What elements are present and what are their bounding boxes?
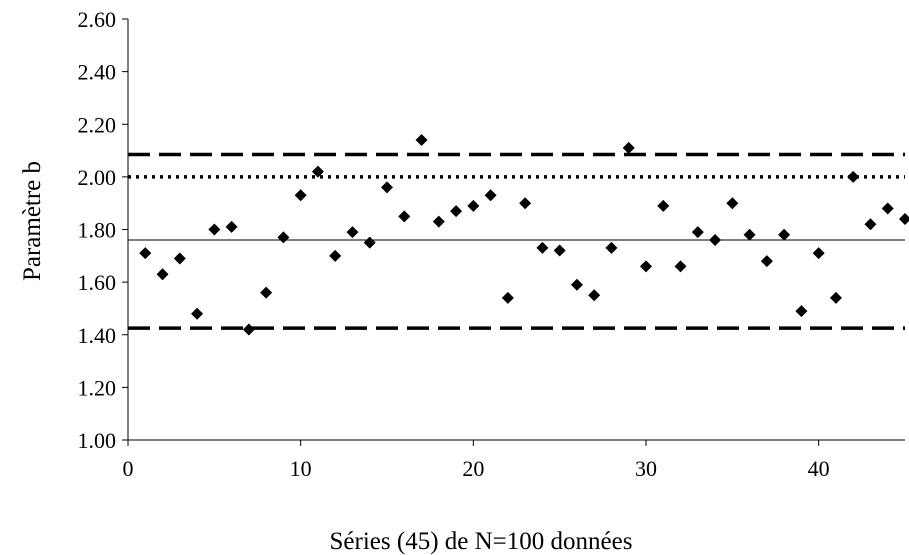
x-tick-label: 40 bbox=[808, 456, 830, 481]
data-point bbox=[605, 241, 618, 254]
data-point bbox=[691, 226, 704, 239]
data-point bbox=[847, 170, 860, 183]
x-tick-label: 20 bbox=[462, 456, 484, 481]
data-point bbox=[829, 291, 842, 304]
y-tick-label: 2.00 bbox=[78, 165, 117, 190]
x-tick-label: 10 bbox=[290, 456, 312, 481]
tick-labels: 1.00 1.20 1.40 1.60 1.80 2.00 2.20 2.40 2.60 0 10 2… bbox=[78, 7, 830, 481]
data-point bbox=[760, 255, 773, 268]
y-tick-label: 1.80 bbox=[78, 218, 117, 243]
data-points bbox=[139, 134, 909, 336]
data-point bbox=[260, 286, 273, 299]
data-point bbox=[432, 215, 445, 228]
data-point bbox=[450, 205, 463, 218]
data-point bbox=[553, 244, 566, 257]
data-point bbox=[899, 212, 909, 225]
data-point bbox=[311, 165, 324, 178]
data-point bbox=[208, 223, 221, 236]
data-point bbox=[156, 268, 169, 281]
data-point bbox=[778, 228, 791, 241]
data-point bbox=[519, 197, 532, 210]
data-point bbox=[588, 289, 601, 302]
data-point bbox=[812, 247, 825, 260]
data-point bbox=[864, 218, 877, 231]
x-tick-label: 0 bbox=[123, 456, 134, 481]
data-point bbox=[726, 197, 739, 210]
data-point bbox=[346, 226, 359, 239]
data-point bbox=[398, 210, 411, 223]
data-point bbox=[173, 252, 186, 265]
y-tick-label: 1.00 bbox=[78, 428, 117, 453]
y-tick-label: 2.20 bbox=[78, 112, 117, 137]
data-point bbox=[277, 231, 290, 244]
axes bbox=[122, 18, 905, 446]
data-point bbox=[225, 220, 238, 233]
data-point bbox=[743, 228, 756, 241]
data-point bbox=[381, 181, 393, 194]
data-point bbox=[570, 278, 583, 291]
data-point bbox=[191, 307, 204, 320]
data-point bbox=[640, 260, 652, 273]
data-point bbox=[674, 260, 687, 273]
data-point bbox=[329, 249, 342, 262]
reference-lines bbox=[128, 152, 905, 330]
data-point bbox=[536, 241, 549, 254]
data-point bbox=[881, 202, 894, 215]
data-point bbox=[501, 291, 514, 304]
data-point bbox=[363, 236, 376, 249]
y-tick-label: 1.20 bbox=[78, 375, 117, 400]
y-tick-label: 2.60 bbox=[78, 7, 117, 32]
y-tick-label: 1.60 bbox=[78, 270, 117, 295]
data-point bbox=[709, 234, 722, 247]
y-axis-title: Paramètre b bbox=[19, 161, 46, 281]
data-point bbox=[467, 199, 480, 212]
data-point bbox=[484, 189, 497, 202]
y-tick-label: 1.40 bbox=[78, 323, 117, 348]
data-point bbox=[242, 323, 255, 336]
x-tick-label: 30 bbox=[635, 456, 657, 481]
data-point bbox=[657, 199, 670, 212]
x-axis-title: Séries (45) de N=100 données bbox=[330, 528, 633, 555]
data-point bbox=[795, 305, 808, 318]
data-point bbox=[294, 189, 307, 202]
y-tick-label: 2.40 bbox=[78, 60, 117, 85]
data-point bbox=[415, 134, 428, 147]
data-point bbox=[622, 141, 635, 154]
data-point bbox=[139, 247, 152, 260]
